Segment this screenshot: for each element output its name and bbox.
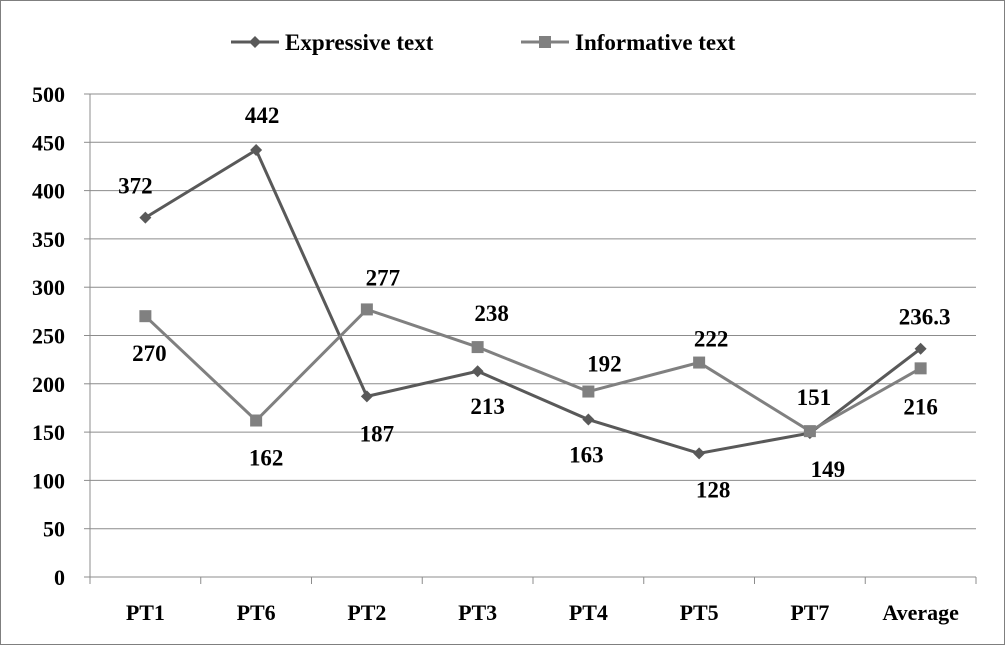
legend-marker-square — [539, 36, 551, 48]
y-tick-label: 500 — [32, 82, 65, 107]
y-tick-label: 150 — [32, 420, 65, 445]
point-informative-average — [914, 362, 927, 375]
x-tick-label-pt1: PT1 — [126, 600, 165, 625]
y-tick-label: 450 — [32, 130, 65, 155]
x-tick-label-pt5: PT5 — [680, 600, 719, 625]
point-informative-pt3 — [471, 341, 484, 354]
data-label-informative-pt2: 277 — [366, 265, 401, 290]
point-expressive-pt6 — [250, 144, 263, 157]
data-label-expressive-pt4: 163 — [569, 443, 604, 468]
point-informative-pt6 — [250, 414, 263, 427]
y-tick-label: 50 — [43, 517, 65, 542]
data-label-informative-pt1: 270 — [132, 341, 167, 366]
x-tick-label-pt3: PT3 — [458, 600, 497, 625]
data-label-informative-pt5: 222 — [694, 327, 729, 352]
legend-marker-diamond — [249, 36, 261, 48]
legend-item-expressive: Expressive text — [231, 30, 434, 55]
point-expressive-pt1 — [139, 211, 152, 224]
point-expressive-pt2 — [360, 390, 373, 403]
axes: 0 50 100 150 200 250 300 350 400 450 500 PT1 PT6 PT2 P… — [32, 82, 977, 625]
data-label-expressive-pt3: 213 — [470, 394, 505, 419]
data-label-expressive-average: 236.3 — [899, 305, 951, 330]
x-tick-label-pt7: PT7 — [790, 600, 829, 625]
point-expressive-pt3 — [471, 365, 484, 378]
point-informative-pt7 — [803, 425, 816, 438]
x-tick-label-pt2: PT2 — [347, 600, 386, 625]
legend-item-informative: Informative text — [521, 30, 736, 55]
point-informative-pt4 — [582, 385, 595, 398]
point-expressive-pt4 — [582, 413, 595, 426]
legend: Expressive text Informative text — [231, 30, 736, 55]
data-label-expressive-pt1: 372 — [118, 174, 153, 199]
data-label-informative-pt4: 192 — [587, 352, 622, 377]
x-tick-label-pt4: PT4 — [569, 600, 608, 625]
data-label-informative-pt7: 151 — [797, 385, 832, 410]
y-tick-label: 100 — [32, 468, 65, 493]
legend-label-expressive: Expressive text — [285, 30, 434, 55]
series-lines — [139, 144, 927, 460]
y-tick-label: 300 — [32, 275, 65, 300]
series-line-informative — [144, 307, 922, 433]
data-labels: 372 442 187 213 163 128 149 236.3 270 162 277 238 19… — [118, 103, 950, 502]
gridlines — [90, 93, 976, 530]
point-informative-pt2 — [360, 303, 373, 316]
point-informative-pt1 — [139, 310, 152, 323]
y-tick-label: 0 — [54, 565, 65, 590]
series-line-expressive — [144, 147, 922, 455]
y-tick-label: 400 — [32, 179, 65, 204]
y-tick-label: 200 — [32, 372, 65, 397]
y-tick-label: 350 — [32, 227, 65, 252]
data-label-informative-pt6: 162 — [249, 446, 284, 471]
point-informative-pt5 — [693, 356, 706, 369]
data-label-expressive-pt6: 442 — [245, 103, 280, 128]
x-tick-label-pt6: PT6 — [237, 600, 276, 625]
y-tick-label: 250 — [32, 324, 65, 349]
point-expressive-pt5 — [693, 447, 706, 460]
data-label-informative-pt3: 238 — [474, 301, 509, 326]
point-expressive-average — [914, 342, 927, 355]
legend-label-informative: Informative text — [575, 30, 736, 55]
x-tick-label-average: Average — [882, 600, 959, 625]
data-label-expressive-pt2: 187 — [360, 421, 395, 446]
data-label-expressive-pt5: 128 — [696, 477, 731, 502]
data-label-expressive-pt7: 149 — [811, 457, 846, 482]
data-label-informative-average: 216 — [903, 394, 938, 419]
